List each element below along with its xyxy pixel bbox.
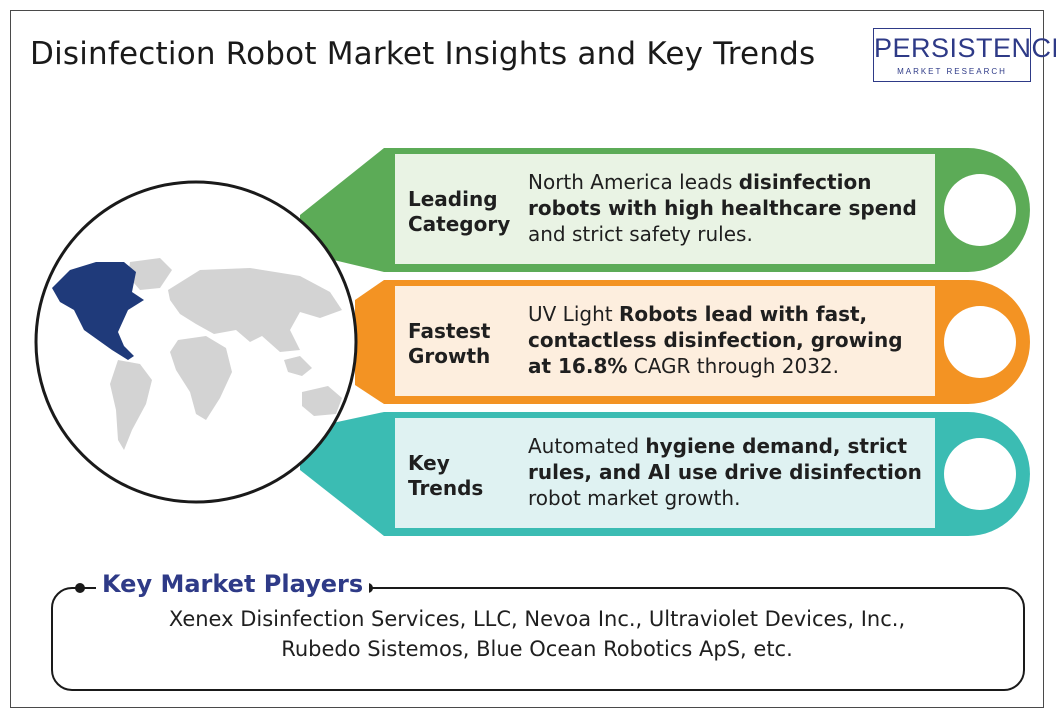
card-fastest-growth [355,280,1030,404]
card-1-label-line1: Leading [408,187,498,211]
players-line-2: Rubedo Sistemos, Blue Ocean Robotics ApS… [281,637,793,661]
card-2-end-circle [944,306,1016,378]
card-2-description: UV Light Robots lead with fast, contactl… [528,301,928,379]
card-2-text-a: UV Light [528,302,619,326]
players-line-1: Xenex Disinfection Services, LLC, Nevoa … [168,607,906,631]
card-1-text-a: North America leads [528,170,739,194]
logo-tagline: MARKET RESEARCH [897,67,1007,76]
card-2-text-c: CAGR through 2032. [627,354,840,378]
card-3-label-line2: Trends [408,476,484,500]
card-1-end-circle [944,174,1016,246]
card-2-text-b: Robots lead with fast, contactless disin… [528,302,903,378]
north-america-highlight [52,262,144,360]
card-3-end-circle [944,438,1016,510]
card-1-label: Leading Category [408,187,510,237]
card-2-label-line1: Fastest [408,319,491,343]
card-2-label: Fastest Growth [408,319,490,369]
card-2-label-line2: Growth [408,344,491,368]
card-1-text-b: disinfection robots with high healthcare… [528,170,917,220]
card-3-description: Automated hygiene demand, strict rules, … [528,433,928,511]
card-3-panel [395,418,935,528]
persistence-logo: PERSISTENCE MARKET RESEARCH [873,28,1056,82]
card-3-label: Key Trends [408,451,483,501]
card-3-text-c: robot market growth. [528,486,741,510]
card-1-description: North America leads disinfection robots … [528,169,928,247]
card-3-text-b: hygiene demand, strict rules, and AI use… [528,434,922,484]
card-2-connector [355,280,384,404]
world-map-globe [34,180,358,504]
players-list: Xenex Disinfection Services, LLC, Nevoa … [52,604,1022,664]
players-heading: Key Market Players [96,570,370,598]
world-map-icon [52,258,342,450]
card-1-text-c: and strict safety rules. [528,222,753,246]
logo-wordmark: PERSISTENCE [874,33,1056,63]
card-3-label-line1: Key [408,451,450,475]
card-2-panel [395,286,935,396]
page-title: Disinfection Robot Market Insights and K… [30,36,816,72]
card-1-label-line2: Category [408,212,511,236]
card-3-text-a: Automated [528,434,646,458]
card-1-panel [395,154,935,264]
card-key-trends [300,412,1030,536]
